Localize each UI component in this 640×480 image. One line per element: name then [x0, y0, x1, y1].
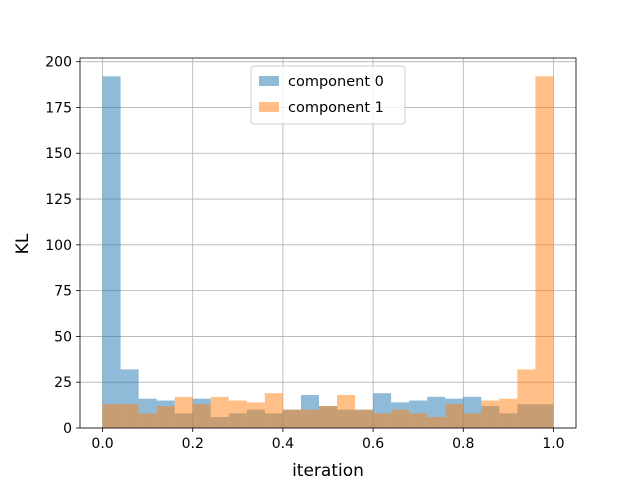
x-tick-label: 0.4 — [272, 436, 294, 452]
histogram-bar — [120, 404, 139, 428]
histogram-bar — [427, 417, 446, 428]
histogram-bar — [102, 404, 121, 428]
x-tick-label: 0.6 — [362, 436, 384, 452]
legend-swatch — [259, 76, 279, 86]
histogram-bar — [373, 413, 392, 428]
histogram-bar — [174, 396, 193, 428]
histogram-bar — [463, 413, 482, 428]
histogram-bar — [535, 76, 554, 428]
histogram-bar — [445, 404, 464, 428]
y-tick-label: 125 — [45, 192, 72, 208]
histogram-bar — [192, 404, 211, 428]
y-tick-label: 75 — [54, 284, 72, 300]
histogram-bar — [318, 406, 338, 428]
histogram-bar — [481, 400, 500, 428]
plot-frame — [79, 57, 577, 429]
x-tick-label: 0.2 — [182, 436, 204, 452]
legend-swatch — [259, 102, 279, 112]
x-tick-label: 0.8 — [452, 436, 474, 452]
x-tick-label: 0.0 — [91, 436, 113, 452]
histogram-bar — [499, 398, 518, 428]
histogram-bar — [391, 409, 410, 428]
histogram-bar — [337, 395, 356, 428]
histogram-bar — [282, 409, 301, 428]
y-tick-label: 0 — [63, 421, 72, 437]
series-0-bars — [102, 76, 554, 428]
x-tick-label: 1.0 — [542, 436, 564, 452]
y-axis-label: KL — [13, 233, 33, 254]
histogram-bars — [102, 76, 554, 428]
histogram-bar — [300, 409, 319, 428]
legend-label: component 1 — [288, 100, 384, 116]
y-tick-label: 150 — [45, 146, 72, 162]
y-axis-ticks: 0 25 50 75 100 125 150 175 200 — [45, 55, 80, 437]
histogram-bar — [355, 409, 374, 428]
histogram-bar — [210, 396, 229, 428]
legend-box — [250, 65, 406, 125]
y-tick-label: 200 — [45, 55, 72, 71]
histogram-bar — [156, 406, 175, 428]
series-1-bars — [102, 76, 554, 428]
legend-label: component 0 — [288, 74, 384, 90]
y-tick-label: 175 — [45, 100, 72, 116]
x-axis-label: iteration — [292, 461, 364, 480]
histogram-bar — [409, 413, 428, 428]
y-tick-label: 100 — [45, 238, 72, 254]
histogram-bar — [228, 400, 247, 428]
histogram-bar — [264, 393, 283, 428]
legend: component 0 component 1 — [250, 65, 406, 125]
histogram-bar — [517, 369, 536, 428]
histogram-bar — [102, 76, 121, 428]
histogram-bar — [138, 413, 157, 428]
y-tick-label: 50 — [54, 329, 72, 345]
y-tick-label: 25 — [54, 375, 72, 391]
x-axis-ticks: 0.0 0.2 0.4 0.6 0.8 1.0 — [91, 428, 565, 452]
histogram-bar — [246, 402, 265, 428]
